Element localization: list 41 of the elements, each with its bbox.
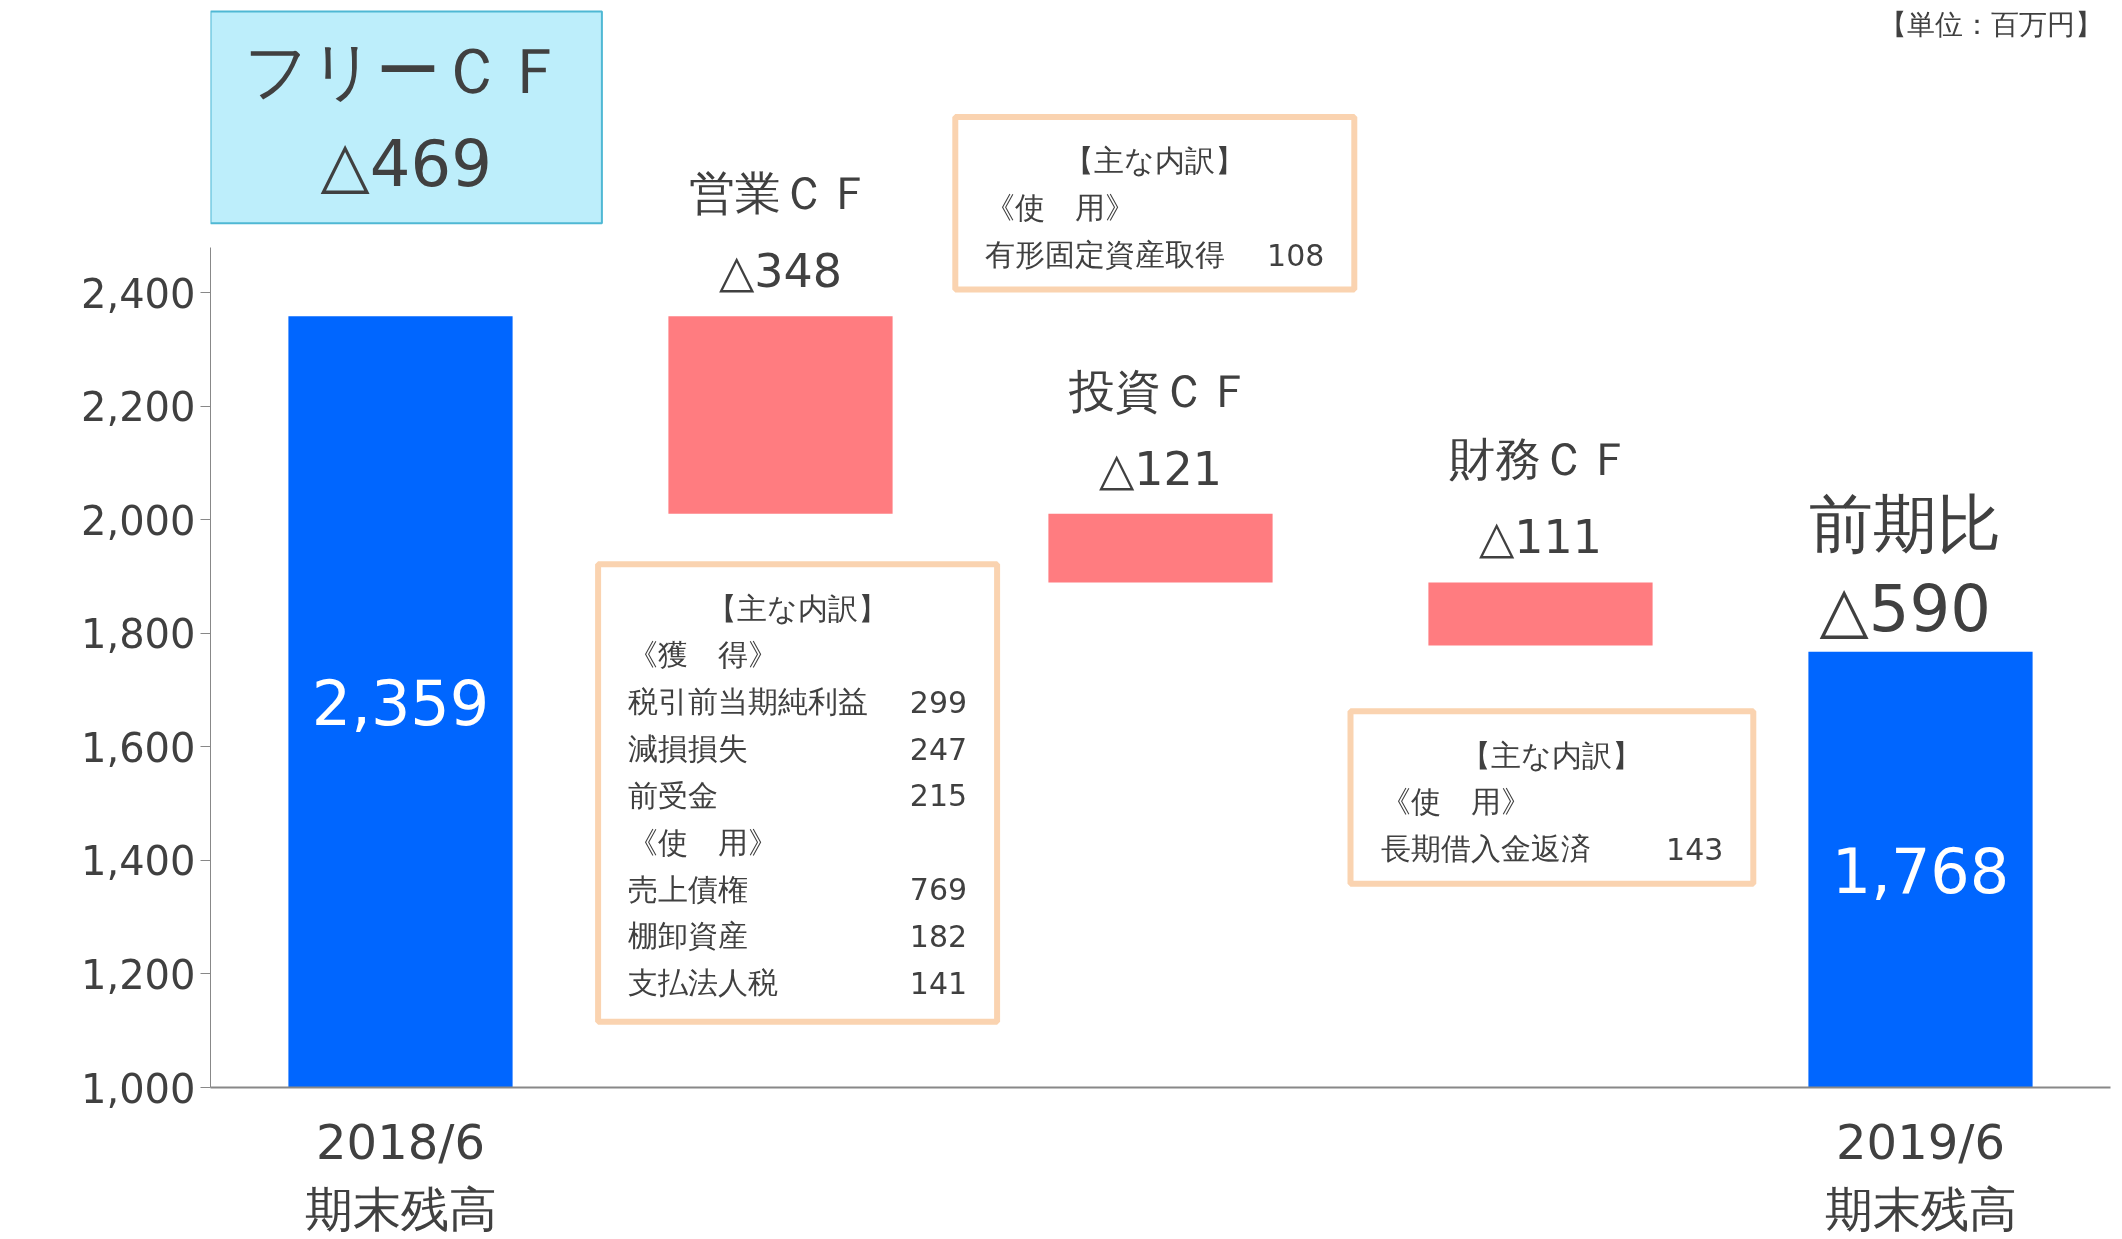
y-tick-label: 1,600 [80, 725, 196, 771]
text: 《使 用》 [985, 190, 1136, 226]
annotation: 《使 用》 [628, 824, 779, 860]
annotation: 215 [909, 778, 968, 814]
annotation: 247 [909, 731, 968, 767]
text: 【単位：百万円】 [1878, 8, 2103, 42]
y-tick-label: 1,800 [80, 611, 196, 658]
annotation: 売上債権 [628, 871, 749, 907]
data-label: 1,768 [1831, 834, 2010, 908]
annotation: 182 [909, 918, 968, 954]
annotation: 棚卸資産 [628, 918, 749, 954]
y-tick-label: 1,200 [80, 952, 196, 998]
annotation: 143 [1666, 831, 1724, 867]
data-label: 財務ＣＦ △111 [1448, 432, 1633, 565]
annotation: 前受金 [628, 777, 719, 813]
annotation: 長期借入金返済 [1380, 831, 1591, 867]
annotation: 【主な内訳】 [1461, 737, 1643, 773]
annotation: 769 [909, 872, 968, 908]
data-label: 2,359 [311, 666, 490, 740]
y-tick-label: 1,000 [80, 1065, 196, 1112]
annotation: 141 [909, 965, 968, 1001]
y-tick-label: 2,000 [80, 497, 196, 544]
x-tick-label: 2018/6 期末残高 [304, 1113, 497, 1237]
y-tick-label: 2,400 [80, 270, 196, 317]
x-tick-label: 2019/6 期末残高 [1824, 1113, 2017, 1237]
annotation: 減損損失 [628, 731, 749, 767]
y-tick-label: 1,400 [80, 838, 196, 885]
annotation: 【主な内訳】 [707, 590, 889, 626]
text: フリーＣＦ △469 [244, 34, 569, 201]
data-label: 投資ＣＦ △121 [1067, 363, 1253, 496]
y-tick-label: 2,200 [80, 384, 196, 431]
annotation: 299 [909, 684, 968, 720]
annotation: 《獲 得》 [628, 637, 779, 673]
annotation: 有形固定資産取得 [985, 237, 1226, 273]
annotation: 支払法人税 [628, 965, 779, 1001]
text: 【主な内訳】 [1064, 143, 1246, 179]
annotation: 税引前当期純利益 [628, 684, 869, 720]
annotation: 《使 用》 [1380, 784, 1531, 820]
annotation: 前期比 △590 [1809, 487, 2002, 647]
data-label: 営業ＣＦ △348 [688, 166, 873, 299]
annotation: 108 [1267, 237, 1325, 273]
